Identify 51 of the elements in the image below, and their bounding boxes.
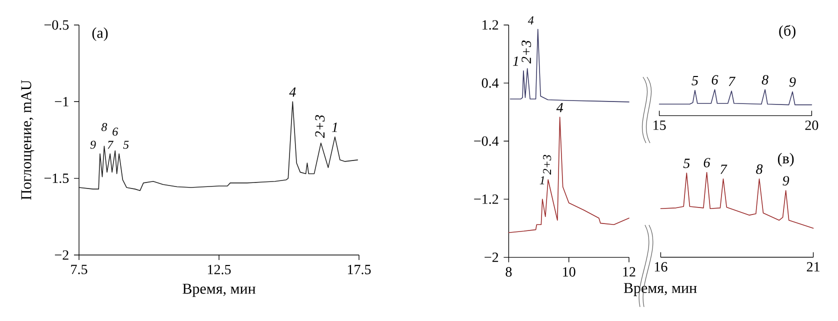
y-tick-label: −2 <box>54 250 68 260</box>
annotation: 1 <box>512 56 518 66</box>
annotation: 7 <box>728 76 736 86</box>
annotation: 5 <box>683 158 690 168</box>
y-tick-label: −1.5 <box>44 174 69 184</box>
annotation: 9 <box>789 77 796 87</box>
x-axis-title: Время, мин <box>624 283 697 296</box>
annotation: 9 <box>90 140 96 149</box>
annotation: 2+3 <box>543 154 552 175</box>
annotation: 6 <box>712 75 718 85</box>
annotation: 1 <box>332 122 337 132</box>
x-tick-label: 20 <box>805 120 818 130</box>
line-series <box>508 116 630 234</box>
annotation: 6 <box>704 158 710 168</box>
y-tick-label: −0.4 <box>474 136 499 146</box>
annotation: (а) <box>92 27 108 41</box>
annotation: 7 <box>108 140 114 149</box>
annotation: 4 <box>289 87 296 97</box>
y-tick-label: 1.2 <box>482 20 498 30</box>
x-tick-label: 7.5 <box>71 264 88 274</box>
annotation: 2+3 <box>522 40 532 64</box>
x-tick-label: 10 <box>563 267 576 277</box>
annotation: 5 <box>692 76 698 86</box>
y-axis-title: Поглощение, mAU <box>21 80 34 200</box>
line-series <box>78 101 358 191</box>
annotation: 8 <box>756 164 763 174</box>
annotation: 4 <box>528 16 534 24</box>
annotation: 2+3 <box>315 115 325 138</box>
x-tick-label: 12 <box>623 267 636 276</box>
annotation: (б) <box>779 24 796 39</box>
y-tick-label: −0.5 <box>44 20 69 30</box>
annotation: 4 <box>556 102 564 112</box>
annotation: 7 <box>720 164 728 174</box>
line-series <box>510 28 630 102</box>
y-tick-label: −1.2 <box>474 194 498 204</box>
x-tick-label: 16 <box>654 262 668 272</box>
annotation: 5 <box>123 140 129 149</box>
annotation: 1 <box>540 176 544 184</box>
x-tick-label: 8 <box>506 267 512 277</box>
x-tick-label: 17.5 <box>348 264 371 274</box>
annotation: (в) <box>778 152 794 167</box>
annotation: 6 <box>112 128 118 136</box>
y-tick-label: −1 <box>54 97 68 106</box>
x-tick-label: 15 <box>654 120 666 130</box>
y-tick-label: 0.4 <box>482 78 499 88</box>
annotation: 8 <box>762 75 768 85</box>
annotation: 9 <box>782 176 790 186</box>
y-tick-label: −2 <box>484 252 498 262</box>
x-axis-title: Время, мин <box>182 284 256 297</box>
x-tick-label: 12.5 <box>208 264 231 274</box>
x-tick-label: 21 <box>806 262 820 272</box>
